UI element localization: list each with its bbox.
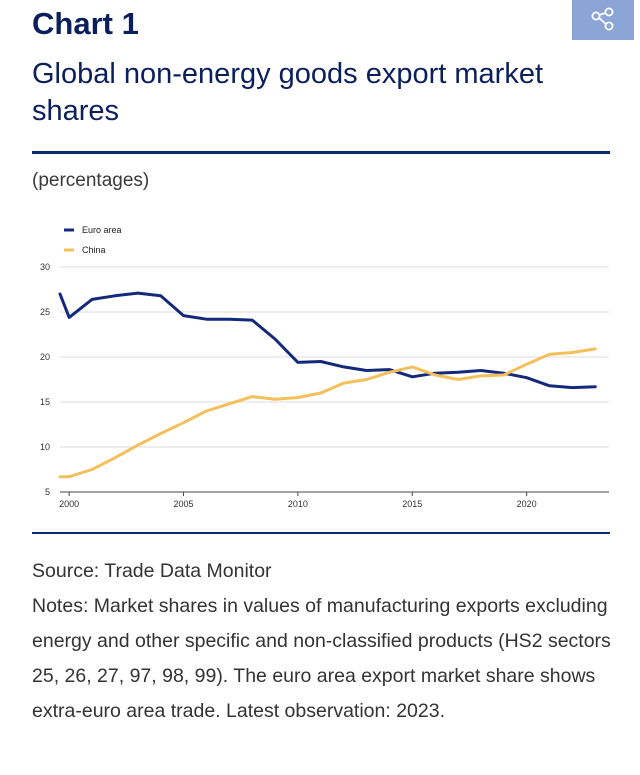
x-tick-label-2005: 2005: [174, 499, 194, 509]
y-tick-label-5: 5: [45, 487, 50, 497]
source-text: Source: Trade Data Monitor: [32, 560, 272, 582]
series-line-china: [58, 347, 597, 479]
x-tick-label-2020: 2020: [517, 499, 537, 509]
share-icon: [591, 7, 614, 31]
legend-label-china: China: [82, 245, 106, 255]
chart-title: Global non-energy goods export market sh…: [32, 58, 544, 127]
x-tick-label-2000: 2000: [59, 499, 79, 509]
notes-text: Notes: Market shares in values of manufa…: [32, 595, 611, 722]
chart-number-label: Chart 1: [32, 6, 139, 41]
legend-label-euro-area: Euro area: [82, 225, 122, 235]
source-notes: Source: Trade Data Monitor Notes: Market…: [32, 554, 622, 729]
y-tick-label-15: 15: [40, 397, 50, 407]
x-tick-label-2010: 2010: [288, 499, 308, 509]
y-tick-label-10: 10: [40, 442, 50, 452]
chart-divider: [32, 532, 610, 534]
series-line-euro-area: [58, 291, 597, 390]
title-divider: [32, 151, 610, 154]
line-chart: 5 10 15 20 25 30 2000 2005 2010 2015 2020 Euro area…: [40, 225, 609, 509]
units-label: (percentages): [32, 170, 150, 191]
y-tick-label-25: 25: [40, 307, 50, 317]
x-tick-label-2015: 2015: [402, 499, 422, 509]
share-button[interactable]: [572, 0, 634, 40]
y-tick-label-30: 30: [40, 262, 50, 272]
y-tick-label-20: 20: [40, 352, 50, 362]
